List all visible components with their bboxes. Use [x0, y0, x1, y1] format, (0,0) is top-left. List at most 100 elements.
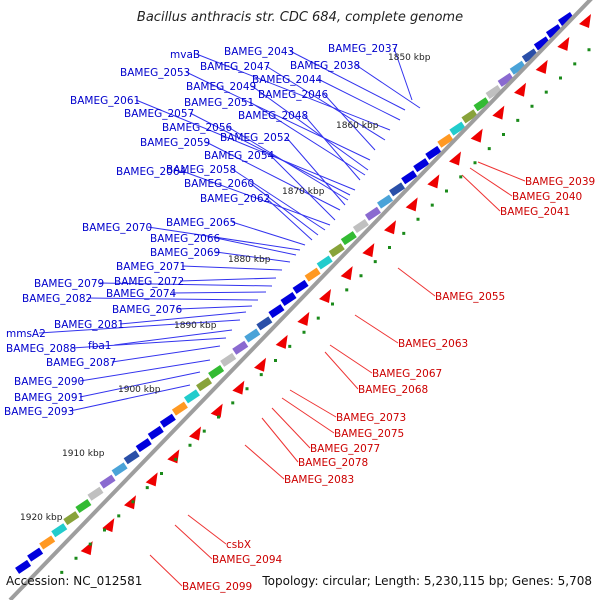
- forward-gene-label: BAMEG_2090: [14, 376, 84, 388]
- forward-label-leader: [269, 154, 336, 221]
- forward-gene-label: BAMEG_2044: [252, 74, 323, 86]
- forward-gene-label: BAMEG_2060: [184, 178, 254, 190]
- reverse-gene-feature: [145, 472, 158, 487]
- forward-gene-feature: [401, 170, 418, 185]
- forward-gene-label: BAMEG_2091: [14, 392, 84, 404]
- position-marker: [288, 344, 292, 348]
- forward-gene-feature: [135, 438, 152, 453]
- position-marker: [487, 147, 491, 151]
- reverse-label-leader: [397, 267, 436, 297]
- position-marker: [516, 118, 520, 122]
- forward-gene-feature: [292, 279, 309, 294]
- reverse-label-leader: [244, 444, 285, 480]
- label-leader-lines: [38, 47, 526, 587]
- forward-gene-feature: [183, 389, 200, 404]
- position-marker: [231, 401, 235, 405]
- reverse-label-leader: [149, 554, 183, 587]
- reverse-label-leader: [271, 407, 311, 449]
- forward-gene-label: BAMEG_2037: [328, 43, 398, 55]
- forward-gene-feature: [220, 352, 237, 367]
- position-marker: [103, 528, 106, 532]
- forward-label-leader: [215, 251, 291, 263]
- position-marker: [544, 90, 548, 94]
- forward-label-leader: [289, 50, 406, 111]
- reverse-gene-label: BAMEG_2094: [212, 554, 283, 566]
- reverse-label-leader: [461, 174, 501, 212]
- forward-gene-label: BAMEG_2058: [166, 164, 236, 176]
- reverse-gene-label: BAMEG_2083: [284, 474, 354, 486]
- reverse-gene-feature: [297, 311, 310, 326]
- position-marker: [473, 161, 477, 165]
- position-marker: [402, 231, 406, 235]
- forward-label-leader: [215, 237, 297, 256]
- forward-gene-feature: [449, 121, 466, 136]
- forward-gene-feature: [99, 474, 116, 489]
- forward-gene-feature: [171, 401, 188, 416]
- position-marker: [530, 104, 534, 108]
- forward-gene-feature: [111, 462, 128, 477]
- forward-gene-feature: [389, 182, 406, 197]
- reverse-gene-feature: [124, 495, 136, 510]
- forward-gene-feature: [377, 194, 394, 209]
- reverse-gene-feature: [492, 105, 505, 120]
- position-marker: [117, 514, 121, 518]
- forward-gene-label: BAMEG_2061: [70, 95, 140, 107]
- forward-gene-feature: [27, 547, 44, 562]
- reverse-label-leader: [281, 397, 335, 434]
- forward-label-leader: [99, 282, 273, 287]
- forward-gene-feature: [413, 158, 430, 173]
- reverse-gene-feature: [362, 243, 375, 258]
- forward-gene-label: BAMEG_2054: [204, 150, 275, 162]
- forward-gene-label: BAMEG_2069: [150, 247, 220, 259]
- forward-gene-feature: [316, 255, 333, 270]
- reverse-gene-label: BAMEG_2063: [398, 338, 468, 350]
- reverse-gene-label: BAMEG_2067: [372, 368, 442, 380]
- forward-gene-feature: [159, 413, 176, 428]
- forward-label-leader: [196, 53, 391, 131]
- forward-label-leader: [355, 64, 421, 109]
- position-marker: [302, 330, 306, 334]
- reverse-gene-feature: [232, 380, 245, 395]
- reverse-label-leader: [477, 161, 526, 182]
- forward-label-leader: [147, 226, 301, 251]
- topology-text: Topology: circular; Length: 5,230,115 bp…: [262, 574, 592, 588]
- forward-gene-label: BAMEG_2056: [162, 122, 233, 134]
- forward-gene-label: BAMEG_2064: [116, 166, 187, 178]
- forward-label-leader: [251, 85, 369, 171]
- forward-label-leader: [303, 114, 361, 181]
- forward-gene-feature: [437, 133, 454, 148]
- forward-gene-label: BAMEG_2053: [120, 67, 190, 79]
- reverse-gene-label: BAMEG_2040: [512, 191, 582, 203]
- reverse-label-leader: [324, 351, 359, 390]
- reverse-gene-feature: [319, 289, 331, 303]
- forward-gene-feature: [533, 36, 550, 51]
- forward-gene-feature: [196, 377, 213, 392]
- forward-label-leader: [69, 384, 191, 412]
- forward-gene-feature: [364, 206, 381, 221]
- position-marker: [60, 570, 64, 574]
- scale-tick-label: 1860 kbp: [336, 121, 379, 131]
- forward-gene-label: BAMEG_2087: [46, 357, 116, 369]
- forward-label-leader: [185, 71, 371, 161]
- reverse-gene-feature: [579, 14, 591, 28]
- forward-label-leader: [181, 170, 331, 226]
- scale-ticks: 1850 kbp 1860 kbp 1870 kbp 1880 kbp 1890 kbp…: [20, 53, 431, 523]
- forward-gene-feature: [509, 60, 526, 75]
- position-marker: [274, 359, 277, 362]
- forward-label-leader: [177, 305, 253, 310]
- reverse-gene-feature: [384, 220, 396, 235]
- position-marker: [145, 486, 149, 490]
- position-marker: [373, 260, 377, 264]
- reverse-gene-feature: [189, 426, 201, 441]
- forward-gene-label: BAMEG_2049: [186, 81, 256, 93]
- forward-gene-label: BAMEG_2066: [150, 233, 221, 245]
- forward-gene-label: BAMEG_2074: [106, 288, 177, 300]
- reverse-label-leader: [354, 314, 399, 344]
- position-marker: [587, 48, 591, 52]
- forward-gene-feature: [461, 109, 478, 124]
- reverse-gene-feature: [340, 266, 353, 281]
- reverse-gene-feature: [167, 449, 180, 464]
- forward-gene-feature: [485, 85, 502, 100]
- forward-gene-feature: [39, 535, 56, 550]
